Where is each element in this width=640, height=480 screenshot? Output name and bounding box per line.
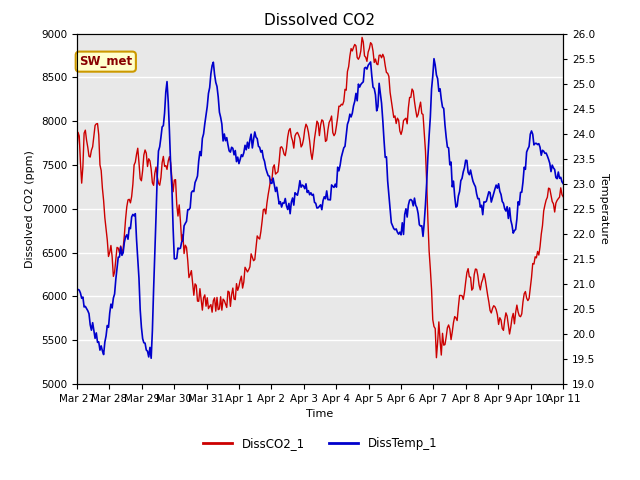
Title: Dissolved CO2: Dissolved CO2 [264,13,376,28]
Y-axis label: Dissolved CO2 (ppm): Dissolved CO2 (ppm) [25,150,35,268]
X-axis label: Time: Time [307,409,333,419]
Legend: DissCO2_1, DissTemp_1: DissCO2_1, DissTemp_1 [198,433,442,455]
Y-axis label: Temperature: Temperature [600,173,609,244]
Text: SW_met: SW_met [79,55,132,68]
